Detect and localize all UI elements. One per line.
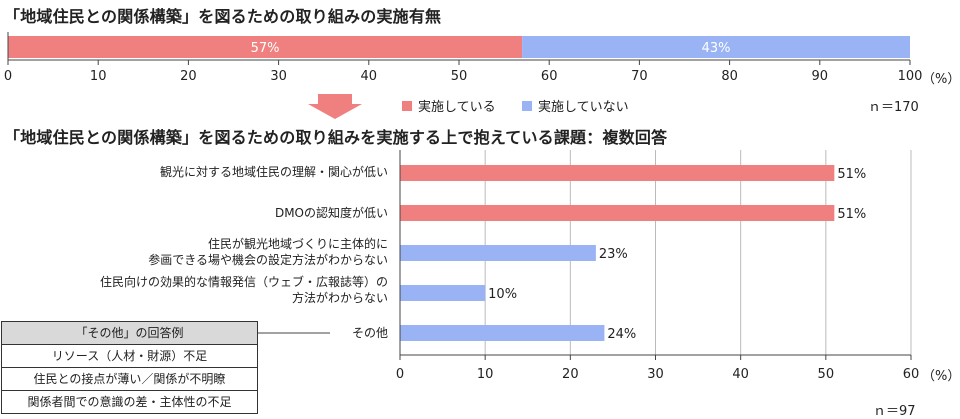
other-example-item: リソース（人材・財源）不足 bbox=[2, 344, 257, 367]
legend-item-not-implemented: 実施していない bbox=[522, 96, 629, 115]
bar bbox=[400, 165, 835, 181]
category-label-2: DMOの認知度が低い bbox=[274, 206, 388, 220]
bar-value-label: 23% bbox=[599, 247, 628, 262]
chart1-tick-label: 90 bbox=[812, 69, 829, 84]
category-label-4b: 方法がわからない bbox=[291, 291, 388, 305]
chart2-title: 「地域住民との関係構築」を図るための取り組みを実施する上で抱えている課題：複数回… bbox=[4, 128, 668, 147]
bar-value-label: 24% bbox=[607, 327, 636, 342]
bar bbox=[400, 245, 596, 261]
chart1-unit: （%） bbox=[922, 72, 960, 87]
stacked-bar-segment bbox=[8, 36, 523, 58]
category-label-3b: 参画できる場や機会の設定方法がわからない bbox=[148, 253, 388, 267]
chart1-tick-label: 100 bbox=[898, 69, 923, 84]
legend-swatch-blue bbox=[522, 100, 532, 111]
chart2-tick-label: 0 bbox=[396, 367, 404, 382]
bar bbox=[400, 205, 835, 221]
chart2-unit: （%） bbox=[922, 369, 960, 384]
chart1-tick-label: 10 bbox=[90, 69, 107, 84]
bar bbox=[400, 285, 486, 301]
category-label-5: その他 bbox=[351, 326, 388, 340]
bar bbox=[400, 325, 605, 341]
chart2-tick-label: 30 bbox=[647, 367, 664, 382]
chart1-tick-label: 40 bbox=[361, 69, 378, 84]
legend-label-implemented: 実施している bbox=[418, 100, 496, 115]
category-label-1: 観光に対する地域住民の理解・関心が低い bbox=[159, 165, 388, 179]
chart2-sample-size: ｎ＝97 bbox=[873, 404, 916, 419]
chart2-tick-label: 60 bbox=[903, 367, 920, 382]
segment-value-label: 57% bbox=[251, 41, 280, 56]
chart1-tick-label: 80 bbox=[721, 69, 738, 84]
chart2-tick-label: 40 bbox=[732, 367, 749, 382]
chart1-title: 「地域住民との関係構築」を図るための取り組みの実施有無 bbox=[4, 7, 442, 26]
chart2-tick-label: 20 bbox=[562, 367, 579, 382]
other-example-item: 関係者間での意識の差・主体性の不足 bbox=[2, 390, 257, 413]
chart1-tick-label: 30 bbox=[270, 69, 287, 84]
category-label-4a: 住民向けの効果的な情報発信（ウェブ・広報誌等）の bbox=[99, 275, 388, 289]
legend-swatch-red bbox=[402, 100, 412, 111]
bar-value-label: 10% bbox=[488, 287, 517, 302]
chart1-sample-size: ｎ＝170 bbox=[868, 100, 919, 115]
bar-value-label: 51% bbox=[837, 167, 866, 182]
down-arrow-icon bbox=[308, 94, 362, 119]
stacked-bar-segment bbox=[522, 36, 910, 58]
other-example-item: 住民との接点が薄い／関係が不明瞭 bbox=[2, 367, 257, 390]
chart1-tick-label: 20 bbox=[180, 69, 197, 84]
chart1-tick-label: 60 bbox=[541, 69, 558, 84]
other-examples-box: 「その他」の回答例 リソース（人材・財源）不足 住民との接点が薄い／関係が不明瞭… bbox=[1, 321, 258, 414]
other-examples-header: 「その他」の回答例 bbox=[2, 322, 257, 344]
legend-label-not-implemented: 実施していない bbox=[538, 100, 629, 115]
legend-item-implemented: 実施している bbox=[402, 96, 496, 115]
chart1-tick-label: 0 bbox=[4, 69, 12, 84]
chart2-tick-label: 10 bbox=[477, 367, 494, 382]
chart1-tick-label: 70 bbox=[631, 69, 648, 84]
chart2-tick-label: 50 bbox=[818, 367, 835, 382]
segment-value-label: 43% bbox=[702, 41, 731, 56]
category-label-3a: 住民が観光地域づくりに主体的に bbox=[207, 237, 388, 251]
chart1-tick-label: 50 bbox=[451, 69, 468, 84]
bar-value-label: 51% bbox=[837, 207, 866, 222]
